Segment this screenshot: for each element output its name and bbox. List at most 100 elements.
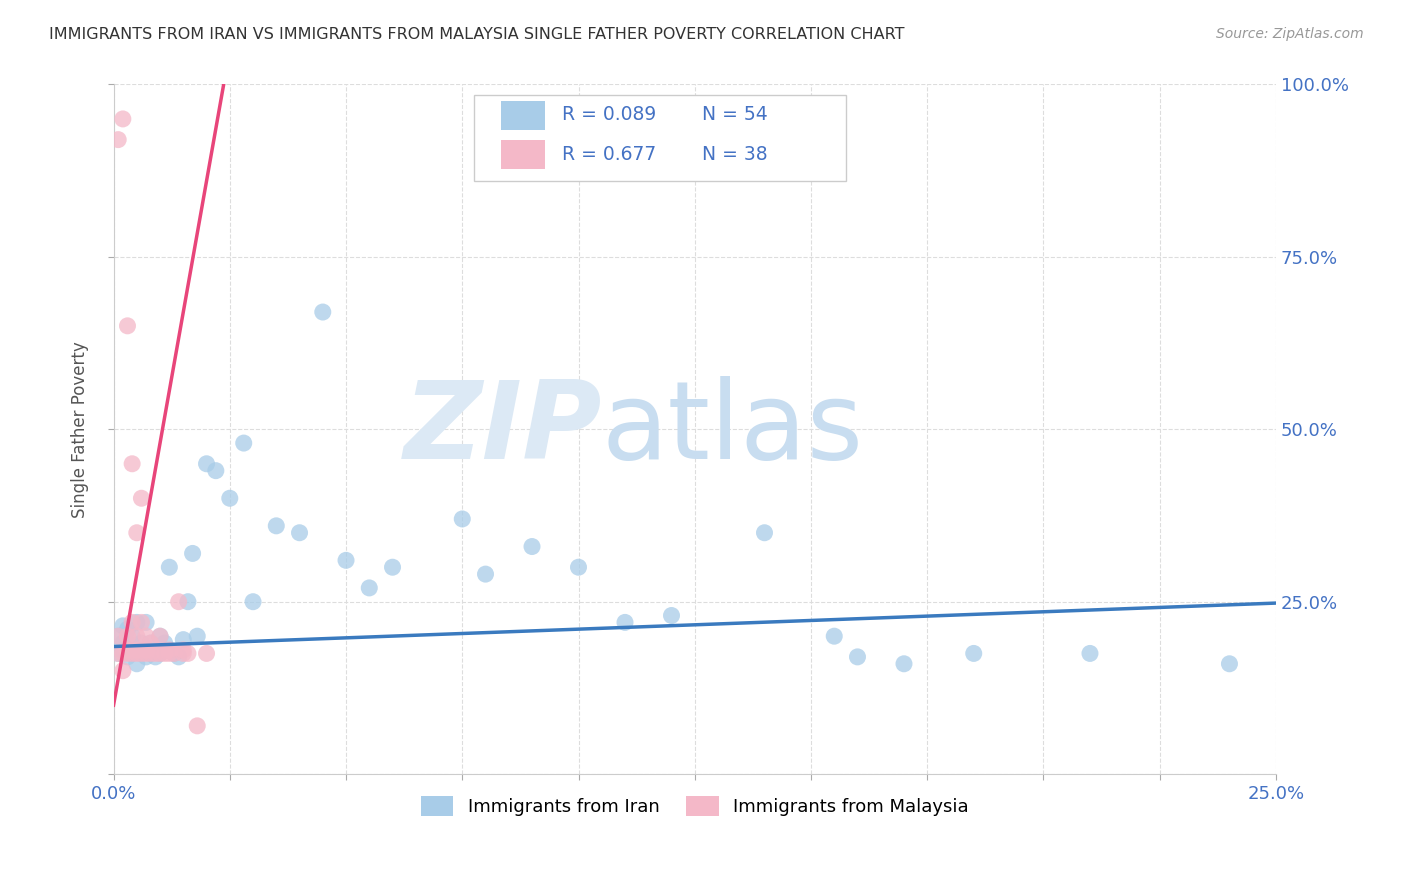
Point (661, 608, 683, 623)
Point (242, 595, 264, 609)
Point (111, 112, 134, 126)
Point (135, 649, 157, 664)
Text: IMMIGRANTS FROM IRAN VS IMMIGRANTS FROM MALAYSIA SINGLE FATHER POVERTY CORRELATI: IMMIGRANTS FROM IRAN VS IMMIGRANTS FROM … (49, 27, 904, 42)
Point (117, 636, 139, 650)
Point (359, 581, 381, 595)
FancyBboxPatch shape (501, 140, 544, 169)
Point (614, 615, 637, 630)
Text: R = 0.089: R = 0.089 (562, 105, 657, 124)
Point (312, 305, 335, 319)
Point (520, 540, 543, 554)
Point (125, 643, 148, 657)
Point (823, 629, 845, 643)
Point (131, 615, 153, 630)
Point (117, 318, 139, 333)
Text: N = 54: N = 54 (702, 105, 768, 124)
Point (167, 595, 190, 609)
Point (1218, 657, 1240, 671)
Point (121, 629, 143, 643)
Point (1078, 647, 1101, 661)
Point (195, 457, 218, 471)
Point (149, 647, 172, 661)
Point (172, 647, 194, 661)
Point (117, 622, 139, 636)
Text: ZIP: ZIP (404, 376, 602, 483)
Point (135, 643, 157, 657)
Point (135, 615, 157, 630)
Point (149, 629, 172, 643)
Point (145, 647, 167, 661)
Point (139, 647, 162, 661)
Point (167, 649, 190, 664)
Point (288, 525, 311, 540)
Point (172, 643, 194, 657)
Point (172, 632, 194, 647)
Point (107, 133, 129, 147)
Point (149, 647, 172, 661)
Point (381, 560, 404, 574)
Point (131, 647, 153, 661)
Legend: Immigrants from Iran, Immigrants from Malaysia: Immigrants from Iran, Immigrants from Ma… (413, 789, 976, 823)
Point (107, 647, 129, 661)
Text: Source: ZipAtlas.com: Source: ZipAtlas.com (1216, 27, 1364, 41)
Point (754, 525, 776, 540)
Point (177, 595, 200, 609)
Point (474, 567, 496, 582)
Point (893, 657, 915, 671)
Point (963, 647, 986, 661)
Point (232, 436, 254, 450)
Point (121, 647, 143, 661)
FancyBboxPatch shape (501, 101, 544, 129)
Point (157, 647, 180, 661)
Point (195, 647, 218, 661)
Point (121, 647, 143, 661)
Y-axis label: Single Father Poverty: Single Father Poverty (72, 341, 89, 517)
Point (335, 553, 357, 567)
Point (135, 647, 157, 661)
Point (205, 464, 228, 478)
Point (145, 649, 167, 664)
Point (218, 491, 240, 506)
Point (177, 647, 200, 661)
Point (121, 457, 143, 471)
Text: N = 38: N = 38 (702, 145, 768, 163)
Point (153, 636, 176, 650)
Point (111, 636, 134, 650)
Point (125, 615, 148, 630)
Point (567, 560, 589, 574)
Point (111, 643, 134, 657)
Point (139, 636, 162, 650)
Point (107, 629, 129, 643)
Point (125, 657, 148, 671)
Point (131, 491, 153, 506)
Point (111, 619, 134, 633)
Point (131, 636, 153, 650)
Point (153, 647, 176, 661)
Point (125, 629, 148, 643)
Point (111, 664, 134, 678)
Point (181, 546, 204, 560)
Point (117, 649, 139, 664)
Point (107, 629, 129, 643)
Point (117, 629, 139, 643)
Point (107, 647, 129, 661)
Point (186, 719, 208, 733)
Point (111, 647, 134, 661)
Point (125, 525, 148, 540)
Point (149, 629, 172, 643)
Point (121, 615, 143, 630)
Point (163, 647, 186, 661)
Point (846, 649, 869, 664)
Point (163, 647, 186, 661)
Point (139, 647, 162, 661)
Point (139, 636, 162, 650)
Point (157, 643, 180, 657)
Point (131, 647, 153, 661)
Point (451, 512, 474, 526)
Point (117, 647, 139, 661)
Point (135, 629, 157, 643)
Point (186, 629, 208, 643)
Point (117, 643, 139, 657)
Point (125, 643, 148, 657)
Point (157, 560, 180, 574)
